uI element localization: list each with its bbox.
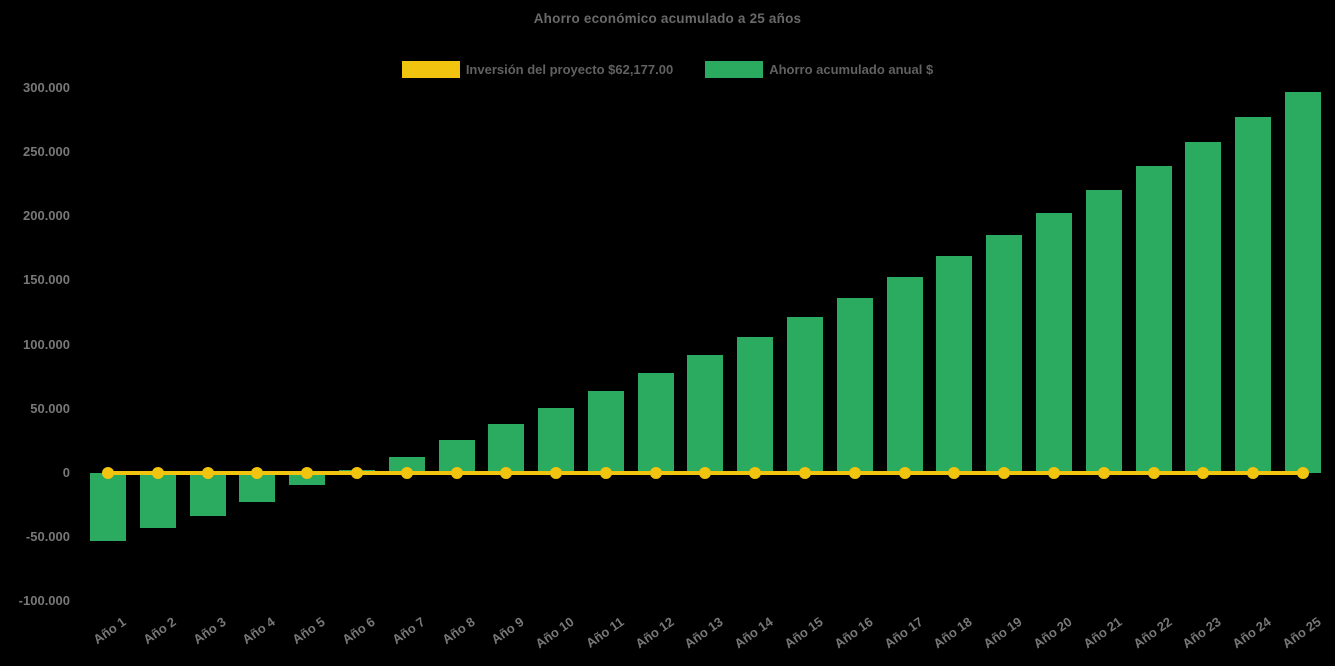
y-axis-label: 250.000 (23, 143, 70, 159)
savings-bar[interactable] (388, 456, 425, 473)
legend-swatch-yellow-icon (401, 60, 460, 78)
investment-line-marker-icon[interactable] (998, 467, 1011, 479)
savings-bar[interactable] (687, 354, 724, 473)
savings-bar[interactable] (488, 423, 525, 473)
savings-bar[interactable] (1135, 165, 1172, 473)
investment-line-marker-icon[interactable] (749, 467, 762, 479)
investment-line-marker-icon[interactable] (1048, 467, 1060, 479)
legend-swatch-green-icon (705, 60, 764, 78)
savings-bar[interactable] (139, 473, 176, 529)
legend-item-ahorro[interactable]: Ahorro acumulado anual $ (705, 60, 934, 78)
legend-label-inversion: Inversión del proyecto $62,177.00 (465, 61, 674, 77)
investment-line-marker-icon[interactable] (898, 467, 911, 479)
investment-line-marker-icon[interactable] (301, 467, 314, 479)
y-axis-label: -50.000 (25, 529, 70, 545)
investment-line-marker-icon[interactable] (102, 467, 114, 479)
savings-bar[interactable] (189, 473, 226, 517)
investment-line-marker-icon[interactable] (1097, 467, 1110, 479)
y-axis-label: 50.000 (30, 400, 70, 416)
investment-line-marker-icon[interactable] (799, 467, 812, 479)
y-axis-label: 0 (62, 465, 70, 480)
legend-label-ahorro: Ahorro acumulado anual $ (769, 61, 934, 77)
investment-line-marker-icon[interactable] (350, 467, 363, 479)
investment-line-marker-icon[interactable] (699, 467, 712, 479)
savings-bar[interactable] (836, 298, 873, 473)
savings-bar[interactable] (1185, 141, 1222, 473)
savings-bar[interactable] (1085, 189, 1122, 473)
savings-bar[interactable] (1284, 91, 1321, 473)
investment-line-marker-icon[interactable] (450, 467, 463, 479)
savings-bar[interactable] (587, 390, 624, 473)
savings-bar[interactable] (1235, 116, 1272, 473)
chart-legend: Inversión del proyecto $62,177.00 Ahorro… (0, 58, 1335, 80)
savings-bar[interactable] (538, 408, 575, 473)
investment-line-marker-icon[interactable] (500, 467, 513, 479)
y-axis-label: 300.000 (23, 79, 70, 95)
savings-bar[interactable] (737, 337, 774, 473)
investment-line-marker-icon[interactable] (948, 467, 961, 479)
savings-bar[interactable] (787, 317, 824, 473)
chart-title: Ahorro económico acumulado a 25 años (533, 11, 802, 26)
savings-bar[interactable] (886, 277, 923, 473)
investment-line-marker-icon[interactable] (649, 467, 662, 479)
y-axis-label: 200.000 (23, 208, 70, 224)
savings-bar[interactable] (986, 234, 1023, 473)
y-axis-label: 100.000 (23, 336, 70, 352)
investment-line-marker-icon[interactable] (1197, 467, 1210, 479)
investment-line-marker-icon[interactable] (400, 467, 413, 479)
investment-line-marker-icon[interactable] (201, 467, 214, 479)
investment-line-marker-icon[interactable] (1247, 467, 1260, 479)
investment-line-marker-icon[interactable] (1296, 467, 1309, 479)
savings-bar[interactable] (637, 373, 674, 473)
investment-line-marker-icon[interactable] (550, 467, 563, 479)
investment-line-marker-icon[interactable] (1147, 467, 1160, 479)
investment-line-marker-icon[interactable] (251, 467, 264, 479)
y-axis-label: 150.000 (23, 272, 70, 288)
investment-line-marker-icon[interactable] (848, 467, 861, 479)
savings-bar[interactable] (289, 473, 326, 486)
savings-bar[interactable] (936, 255, 973, 473)
savings-bar[interactable] (1036, 213, 1072, 473)
legend-item-inversion[interactable]: Inversión del proyecto $62,177.00 (401, 60, 674, 78)
savings-bar[interactable] (90, 473, 126, 542)
investment-line-marker-icon[interactable] (151, 467, 164, 479)
investment-line-marker-icon[interactable] (599, 467, 612, 479)
y-axis-label: -100.000 (18, 593, 70, 609)
